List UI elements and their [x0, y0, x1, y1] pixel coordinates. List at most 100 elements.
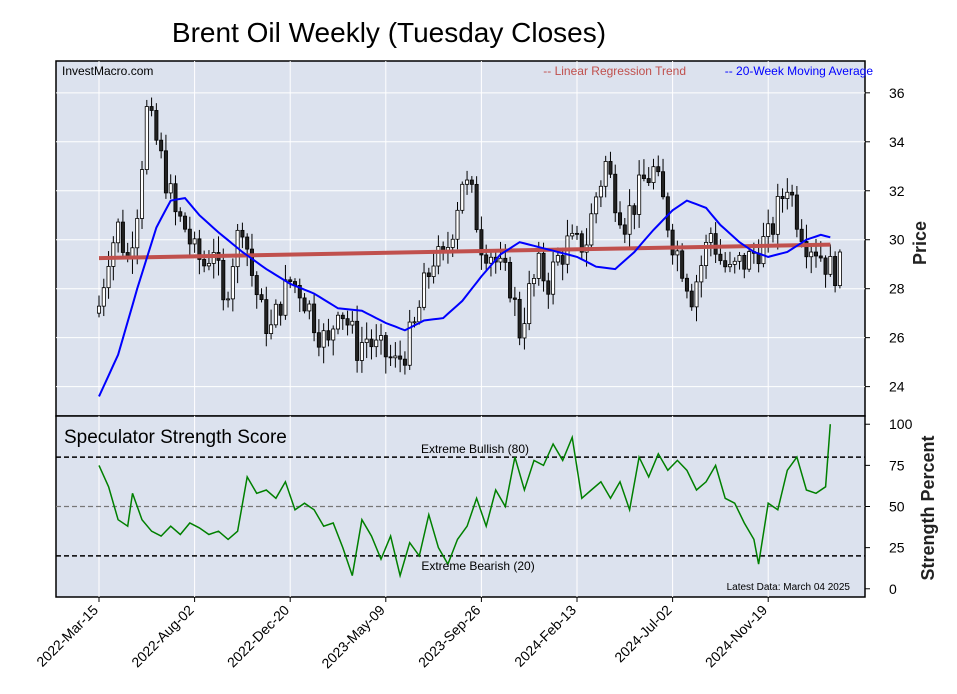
candle-body	[555, 255, 560, 263]
candle-body	[297, 285, 302, 299]
x-tick-label: 2023-Sep-26	[415, 602, 484, 671]
candle-body	[766, 223, 771, 237]
candle-body	[326, 330, 331, 341]
x-tick-label: 2022-Dec-20	[224, 602, 293, 671]
candle-body	[364, 338, 369, 343]
candle-body	[694, 281, 699, 308]
candle-body	[288, 279, 293, 282]
candle-body	[479, 229, 484, 256]
candle-body	[192, 238, 197, 245]
candle-body	[101, 287, 106, 307]
price-tick-label: 32	[889, 183, 905, 199]
candle-body	[837, 251, 842, 287]
candle-body	[474, 183, 479, 231]
x-axis-ticks: 2022-Mar-15 2022-Aug-02 2022-Dec-20 2023-Ma…	[33, 597, 770, 671]
candle-body	[465, 179, 470, 185]
price-tick-label: 36	[889, 85, 905, 101]
candle-body	[140, 169, 145, 219]
candle-body	[508, 261, 513, 299]
candle-body	[393, 355, 398, 359]
candle-body	[469, 179, 474, 185]
candle-body	[374, 339, 379, 348]
regression-trend-line	[98, 242, 831, 261]
candle-body	[613, 173, 618, 214]
candle-body	[240, 229, 245, 238]
candle-body	[120, 221, 125, 253]
price-tick-label: 26	[889, 330, 905, 346]
legend-moving-average: -- 20-Week Moving Average	[725, 64, 874, 78]
candlesticks	[97, 97, 842, 375]
candle-body	[641, 174, 646, 179]
candle-body	[727, 264, 732, 268]
candle-body	[302, 297, 307, 312]
candle-body	[680, 250, 685, 279]
candle-body	[737, 254, 742, 262]
candle-body	[259, 294, 264, 300]
candle-body	[307, 303, 312, 312]
extreme-bullish-label: Extreme Bullish (80)	[421, 442, 529, 456]
candle-body	[656, 166, 661, 173]
candle-body	[202, 259, 207, 267]
candle-body	[245, 236, 250, 250]
x-tick-label: 2023-May-09	[318, 602, 388, 672]
candle-body	[713, 233, 718, 255]
x-tick-label: 2024-Feb-13	[511, 602, 579, 670]
strength-tick-label: 100	[889, 416, 913, 432]
candle-body	[761, 236, 766, 265]
price-tick-label: 34	[889, 134, 905, 150]
candle-body	[426, 272, 431, 277]
candle-body	[598, 185, 603, 198]
candle-body	[383, 335, 388, 358]
candle-body	[269, 324, 274, 334]
candle-body	[412, 321, 417, 324]
candle-body	[436, 246, 441, 267]
candle-body	[589, 213, 594, 246]
candle-body	[159, 139, 164, 152]
candle-body	[197, 238, 202, 260]
price-tick-label: 24	[889, 379, 905, 395]
candle-body	[173, 183, 178, 213]
candle-body	[206, 263, 211, 267]
strength-axis-label: Strength Percent	[918, 435, 938, 580]
candle-body	[359, 342, 364, 361]
candle-body	[402, 358, 407, 366]
candle-body	[111, 242, 116, 267]
candle-body	[355, 320, 360, 361]
candle-body	[321, 330, 326, 348]
candle-body	[632, 205, 637, 215]
candle-body	[747, 251, 752, 270]
candle-body	[254, 275, 259, 296]
candle-body	[230, 266, 235, 300]
candle-body	[431, 265, 436, 277]
candle-body	[742, 254, 747, 270]
candle-body	[149, 106, 154, 111]
regression-line	[98, 242, 831, 261]
candle-body	[799, 228, 804, 242]
candle-body	[527, 283, 532, 325]
candle-body	[455, 209, 460, 240]
candle-body	[249, 248, 254, 276]
candle-body	[135, 218, 140, 249]
strength-path	[98, 424, 832, 579]
candle-body	[283, 279, 288, 316]
price-tick-label: 28	[889, 281, 905, 297]
candle-body	[608, 161, 613, 175]
candle-body	[804, 241, 809, 258]
strength-y-ticks: 0 25 50 75 100	[865, 416, 913, 597]
candle-body	[264, 299, 269, 334]
candle-body	[422, 272, 427, 308]
candle-body	[154, 110, 159, 141]
price-y-ticks: 24 26 28 30 32 34 36	[865, 85, 905, 395]
latest-data-label: Latest Data: March 04 2025	[727, 582, 851, 593]
candle-body	[116, 221, 121, 244]
candle-body	[335, 314, 340, 330]
candle-body	[594, 196, 599, 215]
candle-body	[379, 335, 384, 341]
candle-body	[498, 257, 503, 263]
candle-body	[106, 266, 111, 289]
candle-body	[97, 305, 102, 314]
candle-body	[417, 306, 422, 323]
strength-tick-label: 0	[889, 581, 897, 597]
candle-body	[794, 194, 799, 230]
